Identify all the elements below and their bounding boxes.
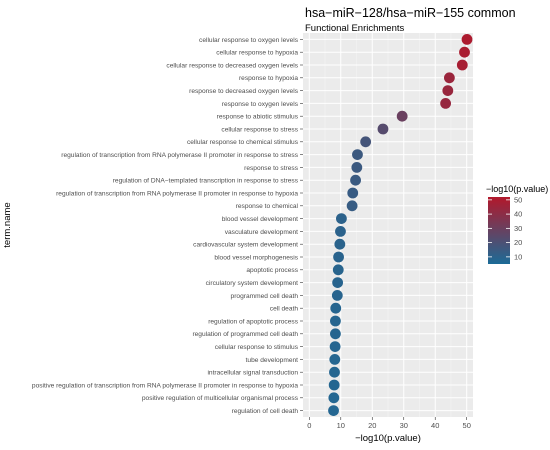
- x-tick-label: 10: [337, 421, 345, 430]
- y-tick-label: vasculature development: [225, 229, 298, 236]
- y-tick-label: regulation of transcription from RNA pol…: [61, 152, 298, 159]
- y-tick-labels: cellular response to oxygen levels cellul…: [32, 37, 303, 415]
- y-tick-label: response to hypoxia: [239, 75, 298, 82]
- data-point: [440, 98, 452, 109]
- legend-ticks: 10 20 30 40 50: [488, 195, 522, 261]
- x-tick-label: 40: [431, 421, 439, 430]
- y-tick-label: cardiovascular system development: [193, 242, 298, 249]
- x-tick-label: 20: [368, 421, 376, 430]
- data-points: [328, 34, 473, 416]
- y-tick-label: cellular response to chemical stimulus: [187, 139, 299, 146]
- y-tick-label: cellular response to decreased oxygen le…: [166, 62, 298, 69]
- y-tick-label: cellular response to oxygen levels: [199, 37, 299, 44]
- x-tick-label: 0: [307, 421, 311, 430]
- x-tick-labels: 0 10 20 30 40 50: [307, 417, 471, 430]
- legend-colorbar: [488, 197, 510, 264]
- y-tick-label: cell death: [270, 306, 299, 313]
- y-tick-label: blood vessel development: [222, 216, 298, 223]
- grid-lines: [303, 33, 473, 417]
- data-point: [328, 405, 339, 416]
- data-point: [346, 200, 358, 212]
- data-point: [330, 302, 342, 314]
- y-tick-label: regulation of apoptotic process: [208, 318, 299, 325]
- x-tick-label: 30: [400, 421, 408, 430]
- y-axis-title: term.name: [2, 202, 13, 247]
- legend-tick-label: 30: [514, 224, 522, 233]
- data-point: [329, 341, 341, 352]
- chart-title: hsa−miR−128/hsa−miR−155 common: [305, 6, 516, 20]
- data-point: [334, 238, 346, 250]
- data-point: [328, 392, 340, 404]
- data-point: [461, 34, 473, 45]
- data-point: [350, 174, 361, 186]
- data-point: [331, 290, 343, 301]
- data-point: [377, 123, 389, 135]
- chart-subtitle: Functional Enrichments: [305, 23, 405, 34]
- data-point: [329, 366, 340, 378]
- y-tick-label: tube development: [246, 357, 299, 364]
- data-point: [329, 354, 341, 365]
- data-point: [335, 226, 346, 237]
- data-point: [352, 149, 363, 161]
- data-point: [332, 264, 344, 276]
- data-point: [333, 251, 344, 263]
- y-tick-label: response to abiotic stimulus: [217, 114, 299, 121]
- data-point: [443, 72, 455, 84]
- y-tick-label: intracellular signal transduction: [207, 370, 298, 377]
- color-legend: −log10(p.value) 10 20 30 40 50: [486, 184, 548, 264]
- y-tick-label: regulation of programmed cell death: [192, 331, 298, 338]
- y-tick-label: response to decreased oxygen levels: [189, 88, 299, 95]
- y-tick-label: cellular response to hypoxia: [216, 50, 298, 57]
- data-point: [330, 328, 341, 340]
- y-tick-label: circulatory system development: [206, 280, 299, 287]
- data-point: [328, 379, 340, 391]
- y-tick-label: response to chemical: [236, 203, 299, 210]
- y-tick-label: apoptotic process: [246, 267, 298, 274]
- y-tick-label: blood vessel morphogenesis: [214, 254, 298, 261]
- legend-tick-label: 50: [514, 195, 522, 204]
- legend-tick-label: 40: [514, 210, 522, 219]
- y-tick-label: regulation of DNA−templated transcriptio…: [113, 178, 299, 185]
- data-point: [442, 85, 454, 96]
- data-point: [330, 315, 341, 327]
- y-tick-label: regulation of transcription from RNA pol…: [56, 190, 298, 197]
- y-tick-label: response to stress: [244, 165, 299, 172]
- y-tick-label: regulation of cell death: [232, 408, 299, 415]
- y-tick-label: response to oxygen levels: [222, 101, 299, 108]
- data-point: [396, 110, 408, 122]
- legend-tick-label: 20: [514, 238, 522, 247]
- y-tick-label: positive regulation of multicellular org…: [142, 395, 299, 402]
- x-tick-label: 50: [463, 421, 471, 430]
- data-point: [360, 136, 372, 148]
- y-tick-label: programmed cell death: [231, 293, 299, 300]
- legend-tick-label: 10: [514, 252, 522, 261]
- legend-title: −log10(p.value): [486, 184, 548, 194]
- y-tick-label: cellular response to stress: [221, 126, 298, 133]
- x-axis-title: −log10(p.value): [355, 433, 421, 444]
- data-point: [347, 187, 359, 199]
- data-point: [332, 277, 344, 288]
- data-point: [459, 46, 470, 58]
- data-point: [351, 162, 363, 173]
- data-point: [456, 59, 468, 71]
- data-point: [336, 213, 347, 225]
- y-tick-label: positive regulation of transcription fro…: [32, 382, 298, 389]
- y-tick-label: cellular response to stimulus: [215, 344, 299, 351]
